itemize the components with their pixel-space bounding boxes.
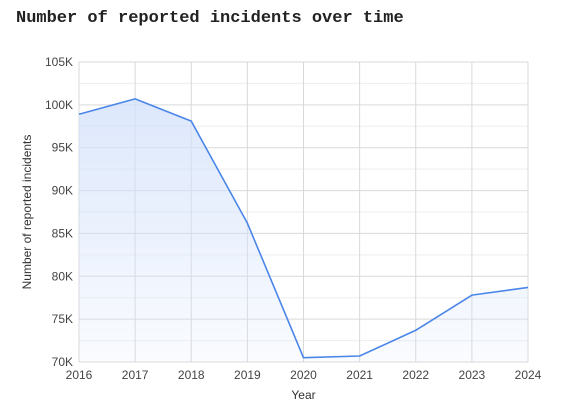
x-tick-label: 2024	[515, 368, 542, 382]
x-axis-ticks: 2016 2017 2018 2019 2020 2021 2022 2023 2024	[66, 368, 542, 382]
x-tick-label: 2016	[66, 368, 93, 382]
x-axis-label: Year	[291, 388, 315, 402]
y-tick-label: 105K	[45, 55, 73, 69]
x-tick-label: 2021	[346, 368, 373, 382]
y-tick-label: 90K	[52, 184, 73, 198]
y-tick-label: 80K	[52, 269, 73, 283]
y-tick-label: 70K	[52, 355, 73, 369]
y-axis-ticks: 70K 75K 80K 85K 90K 95K 100K 105K	[45, 55, 73, 369]
y-tick-label: 95K	[52, 141, 73, 155]
x-tick-label: 2018	[178, 368, 205, 382]
y-tick-label: 85K	[52, 226, 73, 240]
y-axis-label: Number of reported incidents	[20, 135, 34, 290]
y-tick-label: 100K	[45, 98, 73, 112]
series-area	[79, 98, 528, 362]
x-tick-label: 2022	[402, 368, 429, 382]
chart-title: Number of reported incidents over time	[16, 9, 404, 28]
data-points	[78, 98, 529, 358]
y-tick-label: 75K	[52, 312, 73, 326]
x-tick-label: 2023	[459, 368, 486, 382]
x-tick-label: 2019	[234, 368, 261, 382]
x-tick-label: 2020	[290, 368, 317, 382]
x-tick-label: 2017	[122, 368, 149, 382]
